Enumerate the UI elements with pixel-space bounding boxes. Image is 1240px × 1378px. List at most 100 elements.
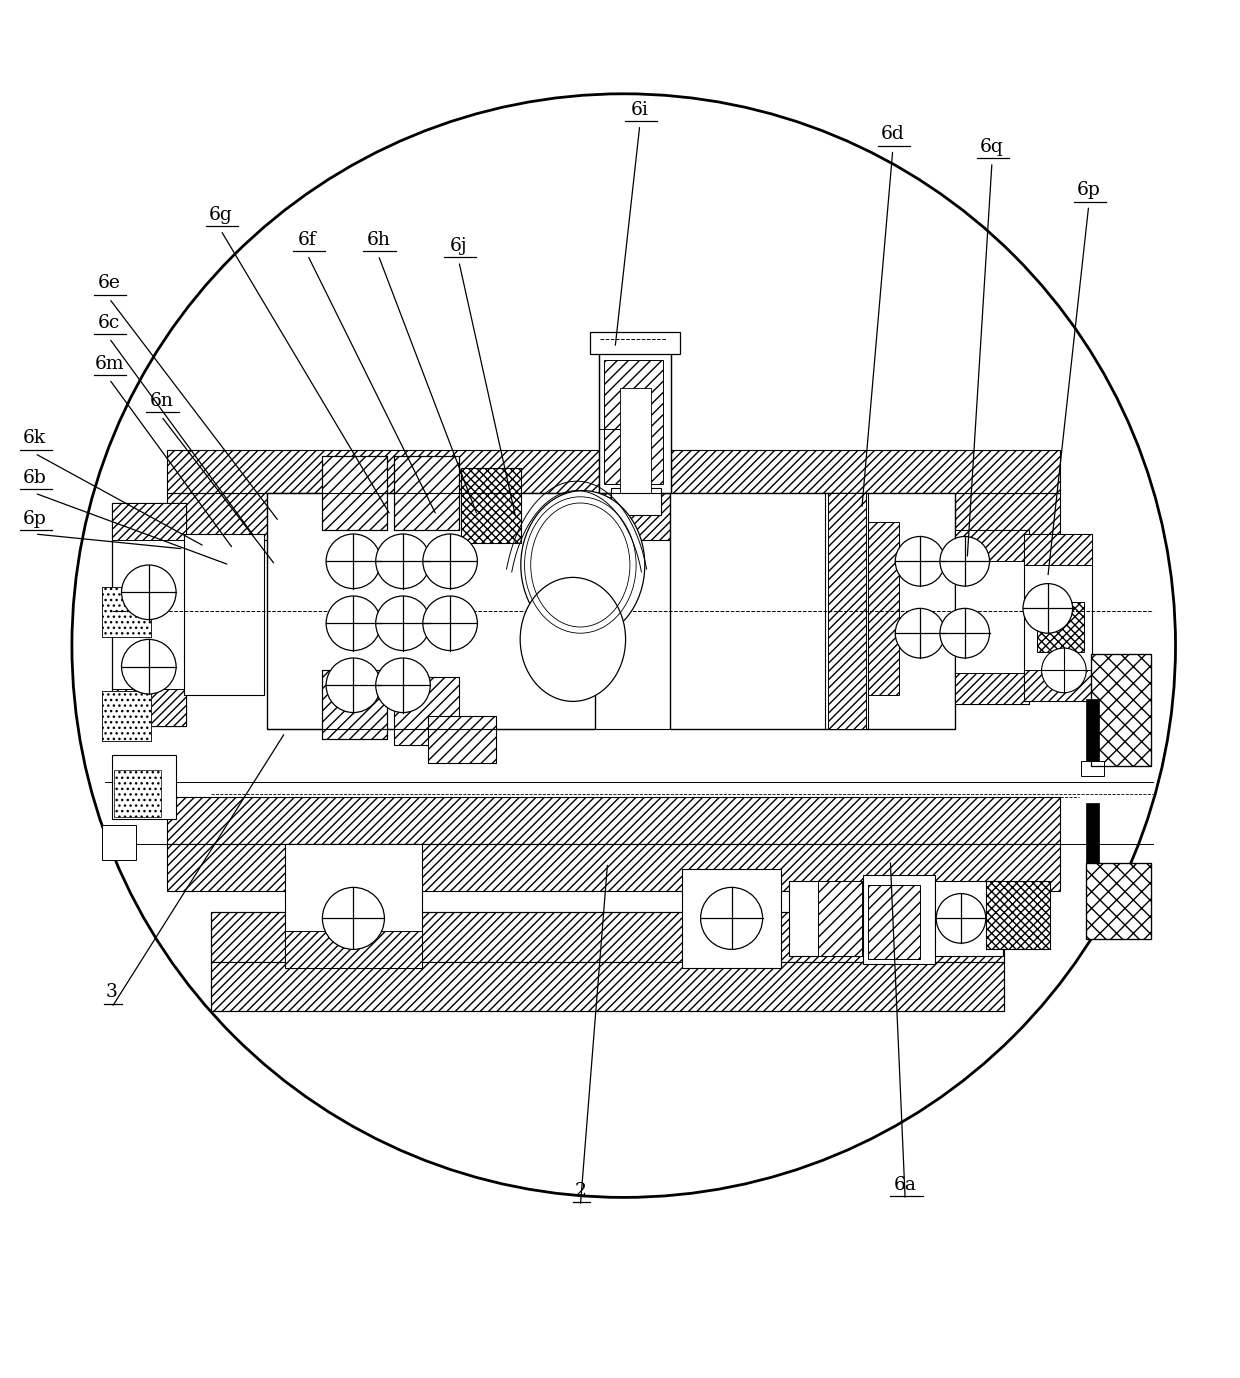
Bar bbox=[1024, 535, 1092, 701]
Circle shape bbox=[895, 609, 945, 659]
Bar bbox=[590, 332, 680, 354]
Bar bbox=[184, 535, 264, 695]
Bar bbox=[789, 881, 863, 955]
Circle shape bbox=[326, 659, 381, 712]
Circle shape bbox=[326, 535, 381, 588]
Text: 6d: 6d bbox=[880, 125, 905, 143]
Bar bbox=[167, 796, 1060, 843]
Bar bbox=[986, 881, 1050, 949]
Bar bbox=[1037, 602, 1084, 652]
Circle shape bbox=[322, 887, 384, 949]
Text: 6g: 6g bbox=[208, 205, 233, 225]
Bar bbox=[322, 671, 387, 739]
Bar bbox=[112, 755, 176, 819]
Bar bbox=[114, 769, 161, 817]
Bar bbox=[394, 677, 459, 744]
Bar bbox=[599, 350, 671, 493]
Bar bbox=[935, 881, 1003, 955]
Bar bbox=[102, 825, 136, 860]
Circle shape bbox=[940, 609, 990, 659]
Bar bbox=[611, 488, 661, 515]
Bar bbox=[285, 843, 422, 967]
Bar bbox=[285, 930, 422, 967]
Bar bbox=[112, 689, 186, 726]
Bar bbox=[1024, 671, 1092, 701]
Bar bbox=[167, 843, 1060, 892]
Circle shape bbox=[1042, 648, 1086, 693]
Bar bbox=[670, 493, 955, 729]
Bar bbox=[112, 503, 186, 540]
Bar bbox=[955, 672, 1029, 704]
Circle shape bbox=[122, 565, 176, 620]
Circle shape bbox=[895, 536, 945, 586]
Text: 6f: 6f bbox=[298, 230, 317, 249]
Circle shape bbox=[326, 597, 381, 650]
Circle shape bbox=[72, 94, 1176, 1197]
Text: 6b: 6b bbox=[22, 469, 47, 486]
Text: 6a: 6a bbox=[894, 1175, 916, 1193]
Text: 6m: 6m bbox=[94, 354, 124, 373]
Circle shape bbox=[940, 536, 990, 586]
Bar bbox=[868, 885, 920, 959]
Text: 3: 3 bbox=[105, 984, 118, 1002]
Text: 6k: 6k bbox=[24, 429, 46, 448]
Bar bbox=[322, 671, 387, 739]
Bar bbox=[102, 692, 151, 741]
Bar bbox=[211, 912, 1004, 962]
Bar bbox=[1091, 655, 1151, 766]
Bar bbox=[112, 503, 186, 726]
Circle shape bbox=[701, 887, 763, 949]
Bar bbox=[682, 868, 781, 967]
Bar bbox=[986, 881, 1050, 949]
Text: 6q: 6q bbox=[980, 138, 1004, 156]
Bar bbox=[102, 587, 151, 637]
Bar bbox=[620, 387, 651, 493]
Bar bbox=[604, 361, 663, 485]
Text: 6h: 6h bbox=[366, 230, 391, 249]
Text: 6p: 6p bbox=[22, 510, 47, 528]
Circle shape bbox=[1023, 584, 1073, 634]
Bar bbox=[394, 456, 459, 531]
Text: 6e: 6e bbox=[98, 274, 120, 292]
Bar bbox=[1086, 863, 1151, 940]
Text: 6c: 6c bbox=[98, 314, 120, 332]
Bar bbox=[863, 875, 935, 965]
Text: 6p: 6p bbox=[1076, 181, 1101, 200]
Circle shape bbox=[936, 893, 986, 943]
Circle shape bbox=[122, 639, 176, 695]
Ellipse shape bbox=[521, 491, 645, 639]
Circle shape bbox=[423, 535, 477, 588]
Bar bbox=[461, 469, 521, 543]
Bar bbox=[102, 587, 151, 637]
Bar bbox=[955, 531, 1029, 561]
Text: 6i: 6i bbox=[631, 101, 649, 119]
Bar bbox=[167, 449, 1060, 493]
Bar bbox=[1086, 699, 1099, 770]
Bar bbox=[211, 962, 1004, 1011]
Bar bbox=[267, 493, 595, 729]
Circle shape bbox=[376, 535, 430, 588]
Bar bbox=[1086, 863, 1151, 940]
Text: 6j: 6j bbox=[450, 237, 467, 255]
Bar bbox=[818, 881, 862, 955]
Bar bbox=[868, 522, 899, 695]
Bar bbox=[1091, 655, 1151, 766]
Bar bbox=[322, 456, 387, 531]
Bar bbox=[428, 717, 496, 763]
Bar bbox=[1086, 803, 1099, 863]
Circle shape bbox=[423, 597, 477, 650]
Bar bbox=[322, 456, 387, 531]
Bar bbox=[1024, 535, 1092, 565]
Bar bbox=[461, 469, 521, 543]
Bar bbox=[1081, 761, 1104, 776]
Bar bbox=[828, 493, 866, 729]
Text: 6n: 6n bbox=[149, 391, 174, 411]
Text: 2: 2 bbox=[574, 1182, 587, 1200]
Bar bbox=[955, 531, 1029, 704]
Bar bbox=[599, 350, 671, 493]
Circle shape bbox=[376, 659, 430, 712]
Ellipse shape bbox=[521, 577, 626, 701]
Circle shape bbox=[376, 597, 430, 650]
Bar bbox=[211, 912, 1004, 1011]
Bar bbox=[394, 456, 459, 531]
